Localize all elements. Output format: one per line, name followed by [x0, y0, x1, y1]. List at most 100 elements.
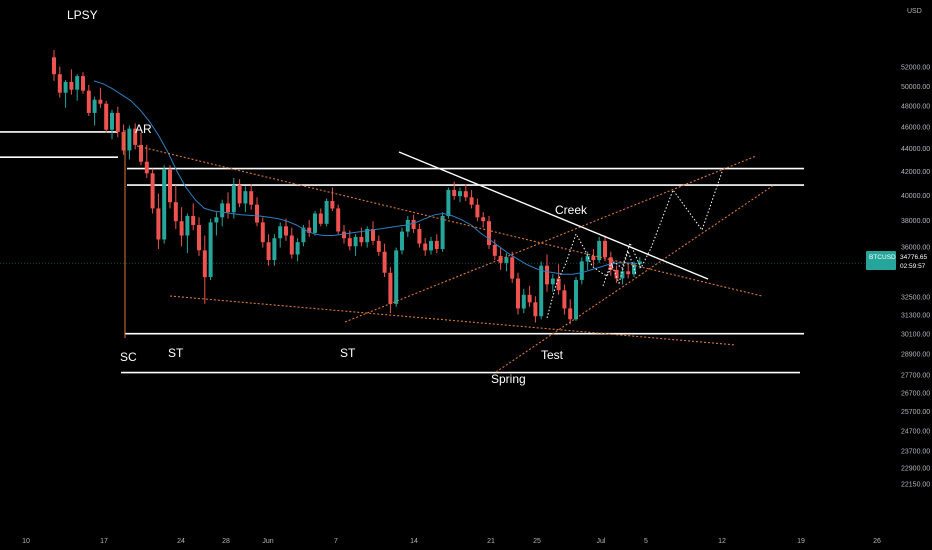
creek-line	[398, 151, 709, 280]
candle-body	[185, 216, 190, 236]
price-axis[interactable]: USD 52000.00 50000.00 48000.00 46000.00 4400…	[901, 8, 930, 489]
annotation-spring: Spring	[491, 372, 526, 386]
candle-body	[115, 112, 120, 132]
orange-channel-lines	[136, 145, 775, 373]
last-price-symbol: BTCUSD	[869, 254, 896, 261]
candle-body	[139, 144, 143, 162]
last-price-tag: BTCUSD 34776.65 02:59:57	[866, 251, 927, 270]
candle-body	[411, 219, 416, 229]
candle-body	[208, 222, 213, 277]
y-tick-label: 40000.00	[901, 193, 930, 200]
candle-body	[574, 280, 578, 320]
x-tick-label: Jun	[262, 538, 273, 545]
y-tick-label: 24700.00	[901, 428, 930, 435]
candle-body	[504, 257, 509, 263]
candle-body	[278, 226, 283, 239]
candle-body	[121, 131, 126, 151]
candle-body	[469, 197, 474, 205]
x-tick-label: 19	[797, 538, 805, 545]
candle-body	[260, 222, 265, 243]
candle-body	[498, 255, 503, 263]
candle-body	[376, 240, 381, 252]
y-tick-label: 30100.00	[901, 332, 930, 339]
candle-body	[52, 57, 56, 75]
y-tick-label: 52000.00	[901, 65, 930, 72]
candle-body	[620, 271, 625, 279]
y-tick-label: 26700.00	[901, 390, 930, 397]
candle-body	[452, 189, 457, 196]
y-tick-label: 31300.00	[901, 313, 930, 320]
y-tick-label: 22900.00	[901, 465, 930, 472]
candle-body	[318, 213, 323, 224]
candle-body	[289, 235, 294, 255]
candle-body	[214, 217, 219, 223]
candle-body	[98, 99, 103, 104]
candle-body	[597, 240, 602, 261]
candle-body	[626, 271, 631, 275]
candle-body	[75, 76, 80, 90]
candle-body	[57, 74, 62, 93]
candle-body	[168, 169, 172, 203]
candle-body	[191, 216, 196, 225]
candle-body	[545, 265, 549, 285]
candle-body	[231, 185, 236, 213]
candle-body	[371, 229, 375, 241]
y-tick-label: 48000.00	[901, 104, 930, 111]
candle-body	[556, 278, 561, 291]
annotation-test: Test	[541, 348, 564, 362]
candle-body	[144, 161, 149, 174]
candle-body	[429, 240, 433, 251]
annotation-ar: AR	[135, 122, 152, 136]
candle-body	[516, 278, 520, 309]
candle-body	[220, 203, 225, 218]
y-tick-label: 36000.00	[901, 244, 930, 251]
candle-body	[539, 265, 544, 317]
candle-body	[614, 269, 619, 279]
x-tick-label: 10	[22, 538, 30, 545]
time-axis[interactable]: 10 17 24 28 Jun 7 14 21 25 Jul 5 12 19 26	[22, 538, 881, 545]
candle-body	[585, 255, 590, 262]
candle-body	[417, 229, 422, 244]
candle-body	[510, 257, 515, 279]
candle-body	[481, 217, 486, 222]
projection-path-future	[650, 168, 724, 249]
candle-body	[446, 189, 451, 216]
candle-body	[301, 227, 306, 243]
y-tick-label: 28900.00	[901, 352, 930, 359]
annotation-sc: SC	[120, 350, 137, 364]
candle-body	[197, 225, 201, 251]
annotation-lpsy: LPSY	[67, 8, 98, 22]
y-tick-label: 27700.00	[901, 372, 930, 379]
candle-body	[591, 255, 596, 261]
candle-body	[324, 201, 329, 224]
candle-body	[179, 221, 184, 236]
x-tick-label: 14	[410, 538, 418, 545]
x-tick-label: 17	[100, 538, 108, 545]
candle-body	[133, 128, 138, 145]
last-price-countdown: 02:59:57	[900, 263, 926, 270]
candle-body	[603, 240, 607, 258]
candle-body	[173, 202, 178, 222]
y-tick-label: 38000.00	[901, 218, 930, 225]
x-tick-label: 25	[533, 538, 541, 545]
y-tick-label: 32500.00	[901, 294, 930, 301]
candle-body	[527, 294, 532, 303]
x-tick-label: 24	[177, 538, 185, 545]
candle-body	[202, 250, 207, 278]
candle-body	[423, 243, 428, 251]
candle-body	[255, 204, 259, 223]
candle-body	[104, 103, 109, 130]
candle-body	[353, 236, 358, 247]
annotation-st-2: ST	[340, 346, 356, 360]
candle-body	[127, 128, 132, 151]
candle-body	[243, 191, 248, 204]
candle-body	[475, 204, 480, 218]
candle-body	[550, 278, 555, 285]
y-tick-label: 50000.00	[901, 84, 930, 91]
x-tick-label: 12	[718, 538, 726, 545]
last-price-value: 34776.65	[900, 254, 927, 261]
candle-body	[562, 290, 567, 309]
x-tick-label: 28	[222, 538, 230, 545]
